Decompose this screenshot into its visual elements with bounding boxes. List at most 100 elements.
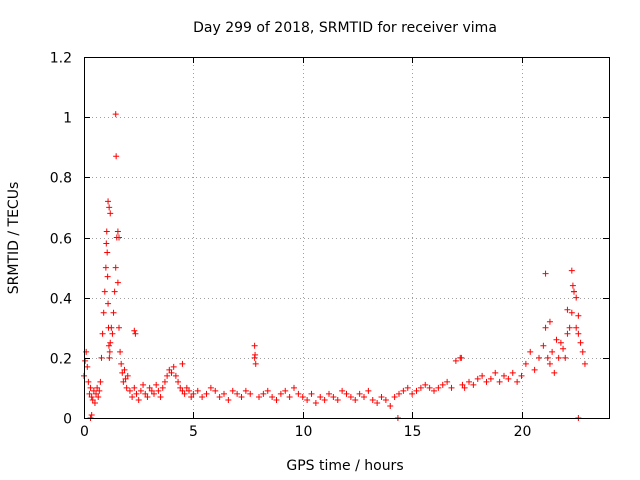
data-point [540, 342, 547, 349]
data-point [157, 393, 164, 400]
data-point [225, 396, 232, 403]
data-point [155, 387, 162, 394]
data-point [409, 390, 416, 397]
data-point [131, 384, 138, 391]
data-point [396, 390, 402, 397]
data-point [466, 378, 472, 385]
data-point [88, 411, 95, 418]
data-point [417, 384, 424, 391]
data-point [544, 354, 551, 361]
data-point [108, 324, 115, 331]
data-point [85, 378, 92, 385]
data-point [194, 387, 201, 394]
data-point [121, 366, 128, 373]
data-point [330, 393, 337, 400]
y-axis-label: SRMTID / TECUs [6, 182, 22, 295]
data-point [168, 369, 175, 376]
data-point [492, 369, 499, 376]
data-point [86, 390, 93, 397]
data-point [170, 363, 177, 370]
data-point [111, 288, 118, 295]
data-point [514, 378, 521, 385]
data-point [89, 396, 96, 403]
data-point [518, 372, 525, 379]
data-point [234, 390, 241, 397]
data-point [317, 393, 324, 400]
data-point [562, 354, 569, 361]
data-point [123, 384, 130, 391]
data-point [153, 381, 160, 388]
data-point [181, 390, 188, 397]
x-tick-label: 15 [404, 424, 422, 440]
data-point [142, 390, 149, 397]
data-point [118, 360, 125, 367]
data-point [221, 390, 227, 397]
data-point [527, 348, 534, 355]
data-point [103, 240, 110, 247]
data-point [93, 390, 100, 397]
data-point [299, 393, 306, 400]
data-point [252, 351, 259, 358]
data-point [183, 384, 190, 391]
data-point [444, 378, 451, 385]
data-point [105, 300, 112, 307]
data-point [132, 330, 139, 337]
data-point [124, 372, 131, 379]
data-point [575, 330, 582, 337]
data-point [549, 348, 556, 355]
data-point [146, 384, 153, 391]
data-point [387, 402, 394, 409]
data-point [106, 354, 113, 361]
data-point [269, 393, 276, 400]
data-point [581, 360, 588, 367]
data-point [114, 228, 121, 235]
data-point [542, 270, 549, 277]
grid-lines [84, 57, 609, 418]
data-point [172, 372, 179, 379]
data-point [90, 387, 97, 394]
data-point [458, 354, 465, 361]
data-point [203, 390, 210, 397]
plot-frame [84, 57, 610, 419]
y-tick-label: 0.8 [50, 171, 72, 187]
data-point [557, 339, 564, 346]
data-point [95, 393, 102, 400]
data-point [470, 381, 477, 388]
data-point [536, 354, 542, 361]
data-point [461, 384, 468, 391]
data-point [568, 309, 575, 316]
data-point [400, 387, 407, 394]
data-point [186, 387, 192, 394]
data-point [569, 282, 576, 289]
data-point [177, 384, 184, 391]
data-point [509, 369, 516, 376]
data-point [546, 318, 553, 325]
data-point [256, 393, 262, 400]
data-point [439, 381, 446, 388]
data-point [566, 324, 573, 331]
data-point [126, 387, 133, 394]
data-point [356, 390, 363, 397]
data-point [114, 279, 121, 286]
data-point [382, 396, 389, 403]
data-point [531, 366, 538, 373]
data-point [571, 288, 577, 295]
data-point [112, 264, 119, 271]
data-point [175, 378, 182, 385]
data-point [144, 393, 151, 400]
data-point [291, 384, 297, 391]
data-point [188, 393, 195, 400]
data-point [104, 273, 111, 280]
data-point [148, 387, 155, 394]
data-point [339, 387, 346, 394]
data-point [88, 393, 95, 400]
y-tick-label: 0.2 [50, 352, 72, 368]
x-axis-label: GPS time / hours [286, 458, 403, 474]
data-point [137, 387, 144, 394]
data-point [501, 372, 507, 379]
data-point [112, 111, 119, 118]
data-point [133, 390, 140, 397]
y-tick-label: 1.2 [50, 51, 72, 67]
data-point [361, 393, 367, 400]
